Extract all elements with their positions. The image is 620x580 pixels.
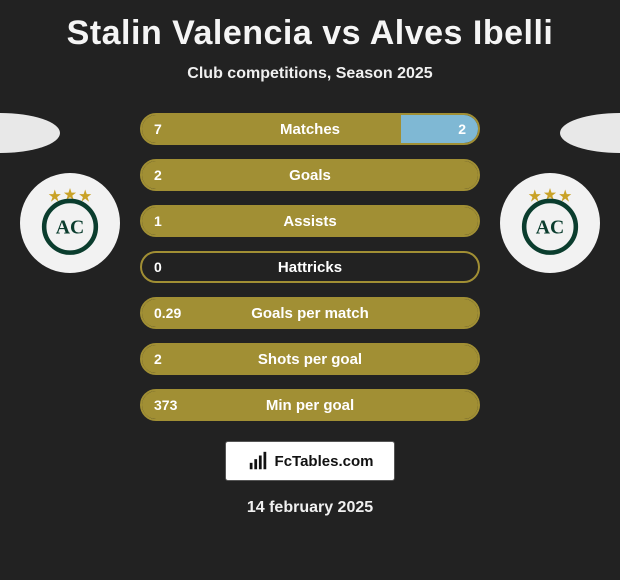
stat-label: Matches bbox=[142, 121, 478, 138]
source-badge-text: FcTables.com bbox=[275, 453, 374, 470]
chart-bars-icon bbox=[247, 450, 269, 472]
stat-bars-container: 72Matches 2Goals 1Assists 0Hattricks 0.29Goa… bbox=[140, 113, 480, 421]
stat-bar: 0Hattricks bbox=[140, 251, 480, 283]
svg-text:AC: AC bbox=[56, 217, 85, 239]
stat-bar: 373Min per goal bbox=[140, 389, 480, 421]
comparison-content: AC AC 72Matches 2Goals 1Assists 0Hattricks 0… bbox=[0, 113, 620, 517]
source-badge: FcTables.com bbox=[225, 441, 395, 481]
club-crest-right: AC bbox=[500, 173, 600, 273]
stat-bar: 2Shots per goal bbox=[140, 343, 480, 375]
club-crest-left: AC bbox=[20, 173, 120, 273]
club-crest-left-icon: AC bbox=[32, 185, 108, 261]
stat-label: Hattricks bbox=[142, 259, 478, 276]
comparison-subtitle: Club competitions, Season 2025 bbox=[0, 65, 620, 83]
stat-label: Goals bbox=[142, 167, 478, 184]
player-photo-right-placeholder bbox=[560, 113, 620, 153]
stat-bar: 72Matches bbox=[140, 113, 480, 145]
stat-label: Shots per goal bbox=[142, 351, 478, 368]
player-photo-left-placeholder bbox=[0, 113, 60, 153]
stat-bar: 0.29Goals per match bbox=[140, 297, 480, 329]
comparison-title: Stalin Valencia vs Alves Ibelli bbox=[0, 0, 620, 53]
club-crest-right-icon: AC bbox=[512, 185, 588, 261]
stat-bar: 2Goals bbox=[140, 159, 480, 191]
stat-label: Goals per match bbox=[142, 305, 478, 322]
stat-label: Min per goal bbox=[142, 397, 478, 414]
svg-text:AC: AC bbox=[536, 217, 565, 239]
comparison-date: 14 february 2025 bbox=[0, 499, 620, 517]
stat-label: Assists bbox=[142, 213, 478, 230]
stat-bar: 1Assists bbox=[140, 205, 480, 237]
